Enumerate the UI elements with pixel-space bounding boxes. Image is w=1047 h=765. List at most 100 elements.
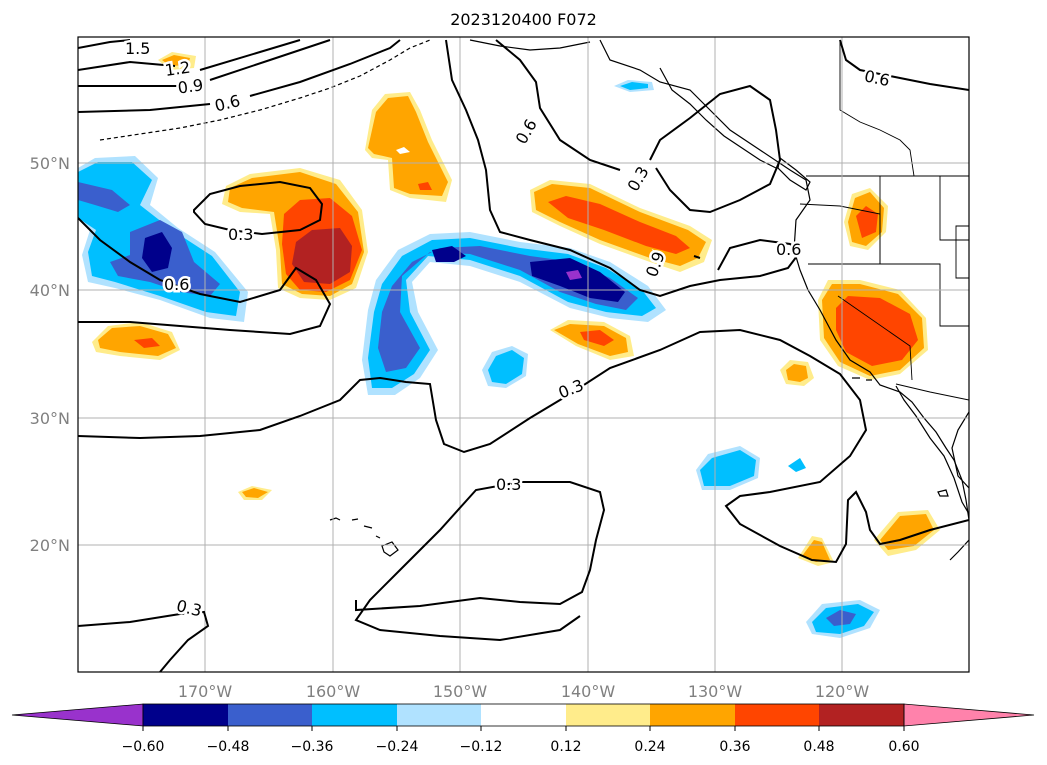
- colorbar-tick-label: 0.24: [634, 739, 665, 755]
- contour-line: [445, 39, 802, 298]
- colorbar-max-extension: [903, 703, 1035, 727]
- colorbar-segment: [397, 704, 481, 726]
- positive-anomaly-region: [786, 364, 808, 382]
- lat-label: 40°N: [30, 281, 70, 300]
- contour-line: [78, 328, 969, 564]
- negative-anomaly-region: [700, 450, 756, 486]
- positive-anomaly-region: [836, 296, 918, 366]
- lon-label: 160°W: [306, 682, 361, 701]
- colorbar-tick-label: −0.12: [460, 739, 503, 755]
- contour-line: [693, 255, 701, 259]
- contour-label: 0.3: [228, 225, 253, 244]
- contour-label: 0.3: [496, 475, 521, 494]
- contour-lines: [78, 39, 969, 672]
- lat-label: 30°N: [30, 409, 70, 428]
- negative-anomaly-region: [788, 458, 806, 472]
- positive-anomaly-region: [396, 147, 410, 154]
- contour-line: [78, 39, 331, 87]
- colorbar-segment: [566, 704, 650, 726]
- colorbar-segment: [228, 704, 312, 726]
- contour-line: [193, 180, 324, 236]
- contour-line: [78, 39, 301, 71]
- lat-label: 20°N: [30, 536, 70, 555]
- colorbar-tick-label: 0.48: [803, 739, 834, 755]
- contour-line: [78, 610, 210, 672]
- colorbar-tick-label: −0.60: [122, 739, 165, 755]
- colorbar-tick-label: −0.48: [207, 739, 250, 755]
- gridlines: [78, 37, 969, 672]
- positive-anomaly-region: [292, 228, 352, 284]
- colorbar-segment: [819, 704, 904, 726]
- political-borders: [799, 40, 969, 401]
- lon-label: 150°W: [433, 682, 488, 701]
- state-border-or-ca: [808, 263, 969, 327]
- negative-anomaly-region: [488, 350, 524, 384]
- positive-anomaly-region: [418, 182, 432, 190]
- contour-label: 0.6: [164, 275, 189, 294]
- positive-anomaly-region: [548, 196, 690, 254]
- mexico-mainland-coast: [949, 539, 969, 561]
- alaska-coast: [469, 39, 591, 51]
- contour-label: 1.5: [125, 39, 150, 58]
- colorbar: −0.60 −0.48 −0.36 −0.24 −0.12 0.12 0.24 …: [11, 703, 1035, 755]
- colorbar-tick-label: 0.60: [888, 739, 919, 755]
- colorbar-tick-label: −0.36: [291, 739, 334, 755]
- contour-line: [78, 39, 401, 113]
- negative-anomaly-region: [432, 246, 466, 262]
- contour-line: [839, 39, 969, 91]
- lon-label: 170°W: [178, 682, 233, 701]
- gulf-of-california-coast: [951, 411, 969, 489]
- plot-frame: [77, 36, 970, 673]
- lon-label: 120°W: [815, 682, 870, 701]
- negative-anomaly-region: [620, 82, 648, 90]
- positive-anomaly-region: [162, 55, 190, 66]
- state-border-mt: [939, 176, 969, 241]
- contour-line: [495, 39, 782, 214]
- colorbar-min-extension: [11, 703, 144, 727]
- map-title: 2023120400 F072: [450, 10, 597, 29]
- negative-anomaly-region: [826, 610, 856, 626]
- contour-label: 1.2: [164, 58, 192, 80]
- positive-anomaly-region: [856, 206, 878, 238]
- colorbar-segment: [312, 704, 397, 726]
- colorbar-tick-label: 0.36: [719, 739, 750, 755]
- colorbar-ticks: [142, 726, 905, 731]
- positive-anomaly-region: [242, 488, 268, 498]
- revillagigedo-island: [937, 489, 949, 497]
- aleutian-islands: [99, 39, 431, 141]
- positive-anomaly-region: [368, 96, 448, 196]
- colorbar-tick-label: −0.24: [376, 739, 419, 755]
- negative-anomaly-region: [78, 182, 130, 212]
- lat-label: 50°N: [30, 154, 70, 173]
- colorbar-segment: [143, 704, 228, 726]
- state-border-ut: [955, 225, 969, 279]
- lon-label: 140°W: [561, 682, 616, 701]
- negative-anomaly-region: [142, 232, 172, 272]
- colorbar-segment: [481, 704, 566, 726]
- latitude-labels: 50°N 40°N 30°N 20°N: [30, 154, 70, 555]
- colorbar-tick-labels: −0.60 −0.48 −0.36 −0.24 −0.12 0.12 0.24 …: [122, 739, 920, 755]
- hawaii-islands: [329, 517, 399, 557]
- longitude-labels: 170°W 160°W 150°W 140°W 130°W 120°W: [178, 682, 870, 701]
- contour-line: [354, 481, 606, 642]
- shading-layer: [78, 52, 940, 638]
- state-border-ca-nv: [837, 295, 913, 381]
- map-layers: 1.5 1.2 0.9 0.6 0.3 0.6 0.3 0.6 0.6 0.9 …: [78, 37, 969, 672]
- colorbar-tick-label: 0.12: [550, 739, 581, 755]
- colorbar-frame: [142, 703, 905, 727]
- negative-anomaly-region: [566, 270, 582, 280]
- contour-label: 0.9: [177, 75, 205, 97]
- contour-line: [78, 217, 332, 336]
- colorbar-segment: [735, 704, 819, 726]
- positive-anomaly-region: [134, 338, 160, 348]
- baja-coastline: [895, 385, 969, 515]
- lon-label: 130°W: [688, 682, 743, 701]
- negative-anomaly-region: [530, 258, 625, 302]
- vancouver-island: [777, 156, 811, 191]
- contour-label: 0.6: [776, 240, 801, 259]
- colorbar-segment: [650, 704, 735, 726]
- us-mexico-border: [895, 383, 969, 401]
- alaska-canada-border: [839, 40, 915, 177]
- contour-line: [78, 39, 131, 49]
